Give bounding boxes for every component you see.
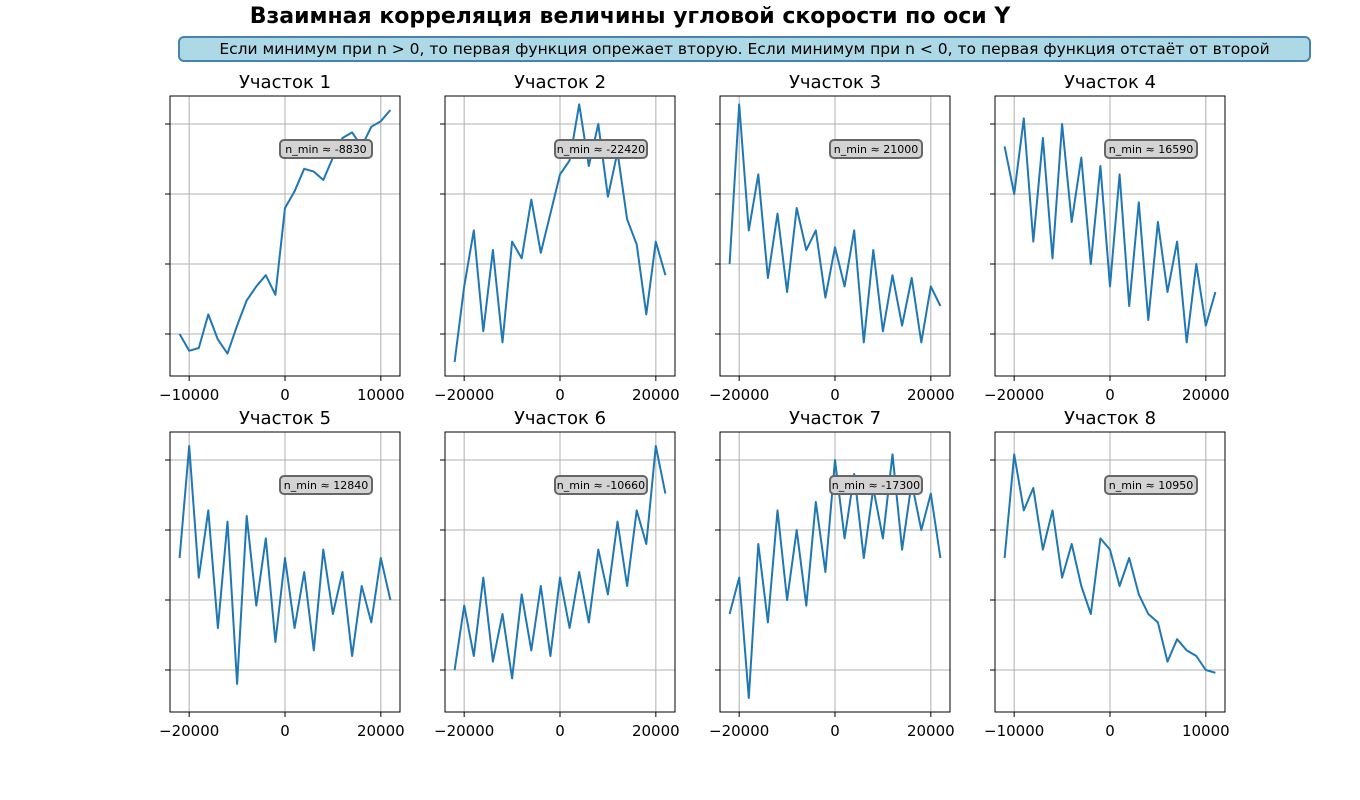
annotation-box	[829, 139, 923, 159]
x-tick-label: −20000	[159, 722, 219, 740]
x-tick-label: −10000	[159, 386, 219, 404]
annotation-box	[554, 475, 648, 495]
figure-note-box: Если минимум при n > 0, то первая функци…	[178, 36, 1311, 62]
subplot-title: Участок 7	[789, 408, 881, 429]
subplot-title: Участок 5	[239, 408, 331, 429]
series-line	[178, 445, 392, 685]
x-tick-label: 0	[280, 386, 290, 404]
x-tick-label: 10000	[357, 386, 405, 404]
series-line	[453, 103, 667, 363]
annotation-text: n_min ≈ -17300	[832, 479, 920, 492]
annotation-box	[279, 475, 373, 495]
x-tick-label: 0	[555, 386, 565, 404]
subplot-5: −20000 0 20000 Участок 5 n_min ≈ 12840	[159, 408, 405, 740]
subplot-title: Участок 8	[1064, 408, 1156, 429]
x-tick-label: 20000	[632, 722, 680, 740]
series-line	[728, 453, 942, 699]
x-tick-label: 20000	[907, 722, 955, 740]
annotation-text: n_min ≈ -10660	[557, 479, 645, 492]
series-line	[453, 445, 667, 680]
annotation-text: n_min ≈ -22420	[557, 143, 645, 156]
x-tick-label: 0	[280, 722, 290, 740]
subplot-title: Участок 4	[1064, 72, 1156, 93]
x-tick-label: 20000	[357, 722, 405, 740]
x-tick-label: −20000	[984, 386, 1044, 404]
subplot-title: Участок 6	[514, 408, 606, 429]
x-tick-label: −10000	[984, 722, 1044, 740]
x-tick-label: 0	[1105, 722, 1115, 740]
subplot-6: −20000 0 20000 Участок 6 n_min ≈ -10660	[434, 408, 680, 740]
series-line	[728, 103, 942, 344]
x-tick-label: 0	[1105, 386, 1115, 404]
x-tick-label: 0	[830, 722, 840, 740]
subplot-2: −20000 0 20000 Участок 2 n_min ≈ -22420	[434, 72, 680, 404]
x-tick-label: −20000	[434, 722, 494, 740]
x-tick-label: −20000	[709, 386, 769, 404]
x-tick-label: 20000	[1182, 386, 1230, 404]
x-tick-label: −20000	[434, 386, 494, 404]
annotation-box	[1104, 139, 1198, 159]
series-line	[1003, 117, 1217, 344]
annotation-box	[279, 139, 373, 159]
subplot-1: −10000 0 10000 Участок 1 n_min ≈ -8830	[159, 72, 405, 404]
annotation-text: n_min ≈ 16590	[1109, 143, 1193, 156]
annotation-text: n_min ≈ 10950	[1109, 479, 1193, 492]
subplot-title: Участок 3	[789, 72, 881, 93]
x-tick-label: −20000	[709, 722, 769, 740]
subplot-4: −20000 0 20000 Участок 4 n_min ≈ 16590	[984, 72, 1230, 404]
x-tick-label: 10000	[1182, 722, 1230, 740]
subplot-8: −10000 0 10000 Участок 8 n_min ≈ 10950	[984, 408, 1230, 740]
figure-title: Взаимная корреляция величины угловой ско…	[249, 4, 1011, 29]
series-line	[1003, 453, 1216, 674]
annotation-box	[1104, 475, 1198, 495]
x-tick-label: 20000	[632, 386, 680, 404]
annotation-box	[554, 139, 648, 159]
annotation-text: n_min ≈ -8830	[285, 143, 366, 156]
annotation-box	[829, 475, 923, 495]
subplot-7: −20000 0 20000 Участок 7 n_min ≈ -17300	[709, 408, 955, 740]
annotation-text: n_min ≈ 12840	[284, 479, 368, 492]
x-tick-label: 0	[830, 386, 840, 404]
x-tick-label: 20000	[907, 386, 955, 404]
series-line	[178, 109, 392, 355]
subplot-3: −20000 0 20000 Участок 3 n_min ≈ 21000	[709, 72, 955, 404]
subplot-title: Участок 2	[514, 72, 606, 93]
annotation-text: n_min ≈ 21000	[834, 143, 918, 156]
subplot-title: Участок 1	[239, 72, 331, 93]
x-tick-label: 0	[555, 722, 565, 740]
